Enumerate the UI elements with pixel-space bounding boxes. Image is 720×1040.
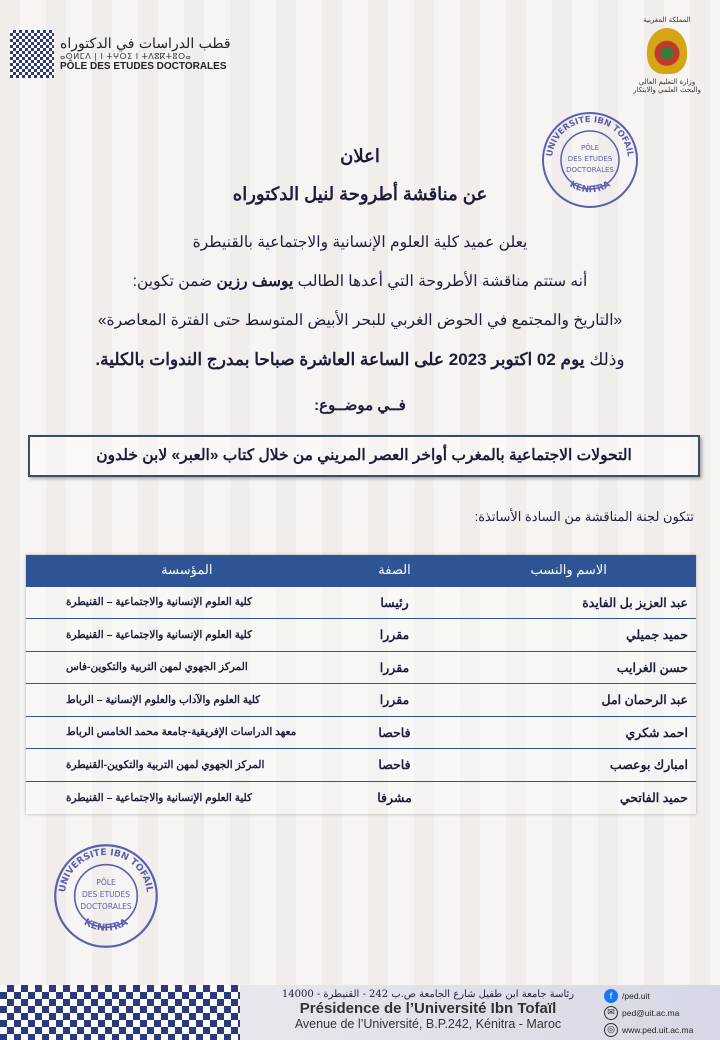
member-institution: كلية العلوم الإنسانية والاجتماعية – القن… bbox=[26, 618, 348, 651]
member-name: حسن الغرايب bbox=[441, 650, 696, 684]
kingdom-label: المملكة المغربية bbox=[643, 16, 691, 24]
member-name: عبد الرحمان امل bbox=[441, 683, 696, 716]
member-name: امبارك بوعصب bbox=[441, 748, 696, 781]
stamp-center: PÔLE bbox=[96, 878, 116, 887]
member-role: فاحصا bbox=[347, 715, 442, 749]
coat-of-arms-icon bbox=[647, 28, 687, 74]
subtitle: عن مناقشة أطروحة لنيل الدكتوراه bbox=[232, 184, 488, 204]
svg-text:KENITRA: KENITRA bbox=[82, 917, 130, 934]
member-role: مقررا bbox=[347, 618, 442, 651]
table-row: حميد جميلي مقررا كلية العلوم الإنسانية وال… bbox=[26, 618, 696, 651]
date-line-pre: وذلك bbox=[584, 350, 625, 369]
facebook-icon: f bbox=[604, 988, 618, 1003]
date-line-bold: يوم 02 اكتوبر 2023 على الساعة العاشرة صب… bbox=[95, 350, 585, 369]
svg-text:KENITRA: KENITRA bbox=[568, 180, 613, 196]
footer-presidence: Présidence de l’Université Ibn Tofaïl bbox=[299, 1000, 557, 1017]
table-row: عبد الرحمان امل مقررا كلية العلوم والآداب … bbox=[26, 683, 696, 716]
email-icon: ✉ bbox=[604, 1005, 618, 1020]
member-name: حميد الفاتحي bbox=[441, 780, 696, 814]
topic-label: فــي موضــوع: bbox=[314, 397, 406, 414]
logo-french: PÔLE DES ETUDES DOCTORALES bbox=[60, 61, 227, 72]
student-line-post: ضمن تكوين: bbox=[132, 273, 217, 290]
member-role: رئيسا bbox=[347, 585, 442, 619]
date-line: وذلك يوم 02 اكتوبر 2023 على الساعة العاش… bbox=[0, 350, 720, 370]
header-role: الصفة bbox=[347, 555, 442, 586]
stamp-center: DES ETUDES bbox=[568, 155, 613, 163]
dean-line: يعلن عميد كلية العلوم الإنسانية والاجتما… bbox=[192, 234, 528, 251]
ministry-logo: المملكة المغربية وزارة التعليم العالي وا… bbox=[632, 16, 702, 94]
header-institution: المؤسسة bbox=[26, 555, 348, 586]
member-role: مقررا bbox=[347, 683, 442, 716]
stamp-center: PÔLE bbox=[581, 143, 599, 152]
stamp-ring-bottom: KENITRA bbox=[568, 180, 613, 196]
website-link[interactable]: www.ped.uit.ac.ma bbox=[622, 1024, 694, 1035]
student-line-pre: أنه ستتم مناقشة الأطروحة التي أعدها الطا… bbox=[293, 273, 588, 290]
logo-tifinagh: ⴰⵙⵍⵎⴷ | ⵏ ⵜⵖⵔⵉ ⵏ ⵜⴷⵓⴽⵜⵓⵔⴰ bbox=[60, 52, 192, 61]
member-institution: كلية العلوم الإنسانية والاجتماعية – القن… bbox=[26, 585, 348, 619]
member-role: فاحصا bbox=[347, 748, 442, 781]
footer-arabic-address: رئاسة جامعة ابن طفيل شارع الجامعة ص.ب 24… bbox=[281, 989, 575, 1000]
table-row: امبارك بوعصب فاحصا المركز الجهوي لمهن التر… bbox=[26, 748, 696, 781]
logo-arabic: قطب الدراسات في الدكتوراه bbox=[60, 36, 231, 52]
footer-pattern bbox=[0, 985, 240, 1040]
stamp-ring-bottom: KENITRA bbox=[82, 917, 130, 934]
member-institution: معهد الدراسات الإفريقية-جامعة محمد الخام… bbox=[26, 715, 348, 749]
member-institution: كلية العلوم والآداب والعلوم الإنسانية – … bbox=[26, 683, 348, 716]
stamp-center: DES ETUDES bbox=[82, 890, 130, 899]
ministry-line-1: وزارة التعليم العالي bbox=[638, 78, 696, 86]
title: اعلان bbox=[340, 146, 380, 166]
ministry-line-2: والبحث العلمي والابتكار bbox=[633, 86, 701, 94]
table-row: حسن الغرايب مقررا المركز الجهوي لمهن الترب… bbox=[26, 650, 696, 684]
stamp-center: DOCTORALES bbox=[80, 902, 132, 911]
member-name: حميد جميلي bbox=[441, 618, 696, 651]
student-line: أنه ستتم مناقشة الأطروحة التي أعدها الطا… bbox=[0, 272, 720, 291]
member-institution: كلية العلوم الإنسانية والاجتماعية – القن… bbox=[26, 780, 348, 814]
header-name: الاسم والنسب bbox=[441, 555, 696, 586]
member-institution: المركز الجهوي لمهن التربية والتكوين-القن… bbox=[26, 748, 348, 781]
thesis-topic: التحولات الاجتماعية بالمغرب أواخر العصر … bbox=[28, 435, 700, 477]
table-row: احمد شكري فاحصا معهد الدراسات الإفريقية-جا… bbox=[26, 715, 696, 749]
member-institution: المركز الجهوي لمهن التربية والتكوين-فاس bbox=[26, 650, 348, 684]
committee-table: الاسم والنسب الصفة المؤسسة عبد العزيز بل… bbox=[26, 555, 696, 814]
program-line: «التاريخ والمجتمع في الحوض الغربي للبحر … bbox=[97, 312, 623, 329]
footer-address: Avenue de l’Université, B.P.242, Kénitra… bbox=[294, 1017, 562, 1031]
student-name: يوسف رزين bbox=[216, 273, 294, 290]
committee-intro: تتكون لجنة المناقشة من السادة الأساتذة: bbox=[474, 509, 694, 524]
member-role: مشرفا bbox=[347, 780, 442, 814]
table-row: عبد العزيز بل الفايدة رئيسا كلية العلوم ال… bbox=[26, 585, 696, 619]
globe-icon: ◎ bbox=[604, 1022, 618, 1037]
email-link[interactable]: ped@uit.ac.ma bbox=[622, 1007, 680, 1018]
stamp-center: DOCTORALES bbox=[566, 166, 614, 174]
facebook-link[interactable]: /ped.uit bbox=[622, 990, 650, 1001]
pole-logo: قطب الدراسات في الدكتوراه ⴰⵙⵍⵎⴷ | ⵏ ⵜⵖⵔⵉ… bbox=[10, 30, 231, 78]
member-role: مقررا bbox=[347, 650, 442, 684]
member-name: عبد العزيز بل الفايدة bbox=[441, 585, 696, 619]
member-name: احمد شكري bbox=[441, 715, 696, 749]
table-row: حميد الفاتحي مشرفا كلية العلوم الإنسانية و… bbox=[26, 780, 696, 814]
university-logo-icon bbox=[10, 30, 54, 78]
footer: رئاسة جامعة ابن طفيل شارع الجامعة ص.ب 24… bbox=[0, 985, 720, 1040]
